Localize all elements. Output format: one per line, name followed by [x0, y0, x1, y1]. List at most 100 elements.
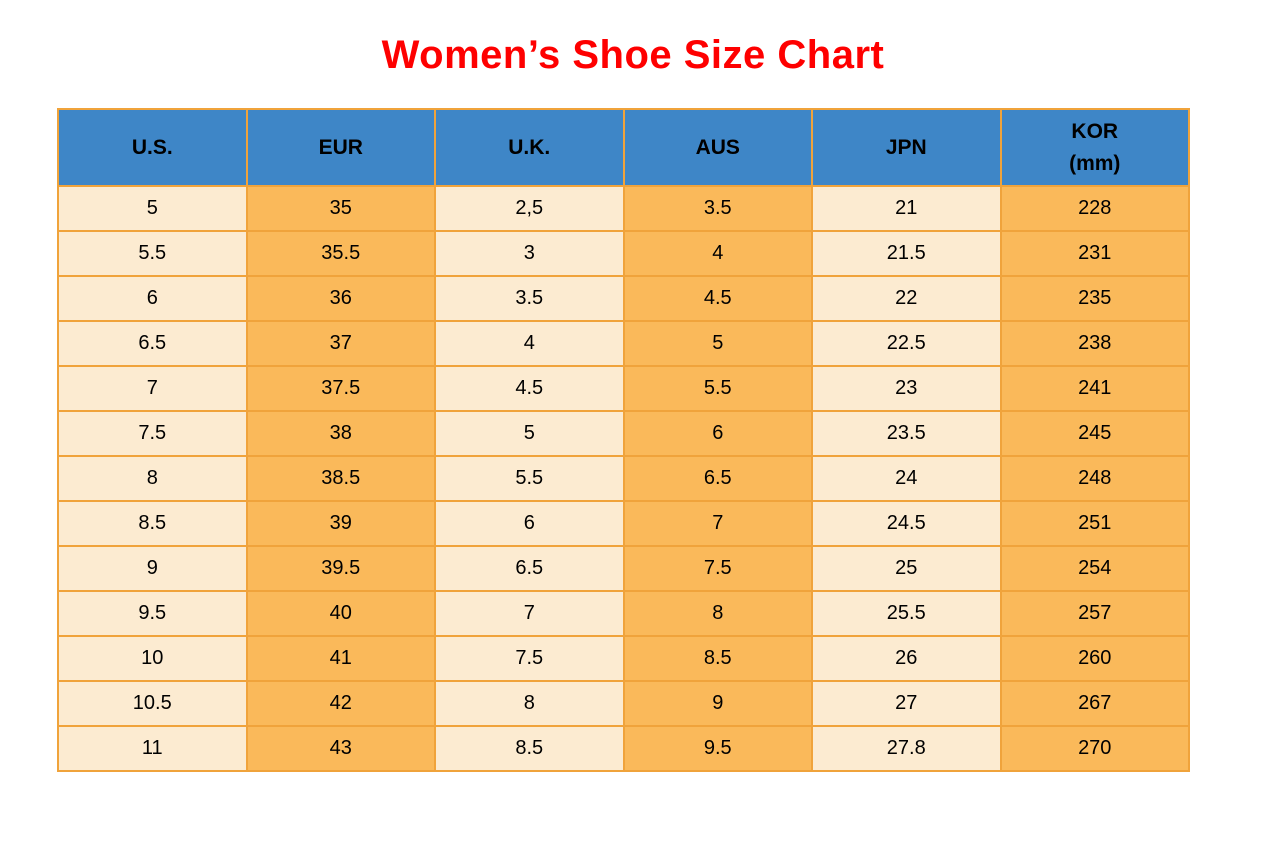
table-cell: 23.5	[811, 410, 1002, 457]
table-cell: 8	[622, 590, 813, 637]
table-cell: 5	[57, 185, 248, 232]
table-cell: 9	[57, 545, 248, 592]
table-row: 8 38.5 5.5 6.5 24 248	[57, 455, 1190, 502]
table-cell: 270	[999, 725, 1190, 772]
table-cell: 7.5	[57, 410, 248, 457]
table-cell: 6	[622, 410, 813, 457]
table-cell: 23	[811, 365, 1002, 412]
table-row: 9.5 40 7 8 25.5 257	[57, 590, 1190, 637]
table-cell: 8	[434, 680, 625, 727]
column-header-uk: U.K.	[434, 108, 625, 187]
table-cell: 5.5	[622, 365, 813, 412]
table-cell: 37	[245, 320, 436, 367]
table-cell: 10	[57, 635, 248, 682]
table-row: 5.5 35.5 3 4 21.5 231	[57, 230, 1190, 277]
table-cell: 254	[999, 545, 1190, 592]
table-row: 6.5 37 4 5 22.5 238	[57, 320, 1190, 367]
column-header-eur: EUR	[245, 108, 436, 187]
table-cell: 5.5	[434, 455, 625, 502]
table-cell: 6.5	[57, 320, 248, 367]
column-header-jpn: JPN	[811, 108, 1002, 187]
table-cell: 7.5	[622, 545, 813, 592]
table-cell: 6	[434, 500, 625, 547]
table-row: 9 39.5 6.5 7.5 25 254	[57, 545, 1190, 592]
table-cell: 4	[622, 230, 813, 277]
table-cell: 8.5	[57, 500, 248, 547]
table-cell: 228	[999, 185, 1190, 232]
table-cell: 40	[245, 590, 436, 637]
table-cell: 43	[245, 725, 436, 772]
table-cell: 9.5	[622, 725, 813, 772]
table-cell: 8.5	[434, 725, 625, 772]
table-cell: 9	[622, 680, 813, 727]
table-cell: 7.5	[434, 635, 625, 682]
table-cell: 2,5	[434, 185, 625, 232]
table-row: 5 35 2,5 3.5 21 228	[57, 185, 1190, 232]
table-row: 11 43 8.5 9.5 27.8 270	[57, 725, 1190, 772]
table-cell: 36	[245, 275, 436, 322]
table-cell: 7	[622, 500, 813, 547]
table-body: 5 35 2,5 3.5 21 228 5.5 35.5 3 4 21.5 231 6 36 3.5 4.5 2…	[57, 185, 1190, 772]
table-cell: 231	[999, 230, 1190, 277]
table-row: 7 37.5 4.5 5.5 23 241	[57, 365, 1190, 412]
table-cell: 260	[999, 635, 1190, 682]
table-cell: 5.5	[57, 230, 248, 277]
table-cell: 3.5	[622, 185, 813, 232]
table-cell: 5	[434, 410, 625, 457]
table-cell: 37.5	[245, 365, 436, 412]
table-cell: 257	[999, 590, 1190, 637]
table-cell: 22.5	[811, 320, 1002, 367]
table-cell: 25	[811, 545, 1002, 592]
table-cell: 6	[57, 275, 248, 322]
table-cell: 38	[245, 410, 436, 457]
table-row: 10.5 42 8 9 27 267	[57, 680, 1190, 727]
table-head: U.S. EUR U.K. AUS JPN KOR (mm)	[57, 108, 1190, 187]
table-cell: 8	[57, 455, 248, 502]
table-cell: 241	[999, 365, 1190, 412]
table-cell: 4.5	[622, 275, 813, 322]
table-cell: 21	[811, 185, 1002, 232]
table-cell: 4.5	[434, 365, 625, 412]
table-cell: 35.5	[245, 230, 436, 277]
table-cell: 8.5	[622, 635, 813, 682]
table-cell: 21.5	[811, 230, 1002, 277]
table-cell: 22	[811, 275, 1002, 322]
table-cell: 9.5	[57, 590, 248, 637]
table-cell: 25.5	[811, 590, 1002, 637]
table-cell: 39	[245, 500, 436, 547]
table-row: 6 36 3.5 4.5 22 235	[57, 275, 1190, 322]
table-row: 7.5 38 5 6 23.5 245	[57, 410, 1190, 457]
table-cell: 26	[811, 635, 1002, 682]
table-cell: 6.5	[434, 545, 625, 592]
table-cell: 41	[245, 635, 436, 682]
table-cell: 7	[434, 590, 625, 637]
table-cell: 24	[811, 455, 1002, 502]
table-cell: 3	[434, 230, 625, 277]
table-cell: 3.5	[434, 275, 625, 322]
page-title: Women’s Shoe Size Chart	[381, 33, 885, 77]
table-cell: 11	[57, 725, 248, 772]
table-cell: 24.5	[811, 500, 1002, 547]
table-cell: 38.5	[245, 455, 436, 502]
column-header-aus: AUS	[622, 108, 813, 187]
table-cell: 238	[999, 320, 1190, 367]
table-header-row: U.S. EUR U.K. AUS JPN KOR (mm)	[57, 108, 1190, 187]
table-cell: 35	[245, 185, 436, 232]
table-cell: 235	[999, 275, 1190, 322]
table-cell: 42	[245, 680, 436, 727]
table-cell: 10.5	[57, 680, 248, 727]
column-header-kor-mm: KOR (mm)	[999, 108, 1190, 187]
table-row: 10 41 7.5 8.5 26 260	[57, 635, 1190, 682]
table-cell: 6.5	[622, 455, 813, 502]
table-cell: 5	[622, 320, 813, 367]
table-cell: 27	[811, 680, 1002, 727]
column-header-us: U.S.	[57, 108, 248, 187]
table-row: 8.5 39 6 7 24.5 251	[57, 500, 1190, 547]
table-cell: 39.5	[245, 545, 436, 592]
table-cell: 251	[999, 500, 1190, 547]
table-cell: 7	[57, 365, 248, 412]
table-cell: 245	[999, 410, 1190, 457]
table-cell: 27.8	[811, 725, 1002, 772]
table-cell: 248	[999, 455, 1190, 502]
